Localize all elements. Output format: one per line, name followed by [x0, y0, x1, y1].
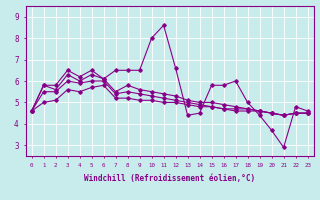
X-axis label: Windchill (Refroidissement éolien,°C): Windchill (Refroidissement éolien,°C)	[84, 174, 255, 183]
